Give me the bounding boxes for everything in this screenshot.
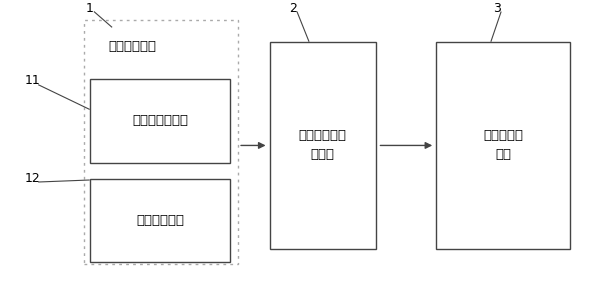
Text: 11: 11 — [25, 74, 41, 87]
Text: 交通信号控
制机: 交通信号控 制机 — [483, 129, 523, 162]
Text: 3: 3 — [493, 1, 501, 15]
Text: 车辆检测模块: 车辆检测模块 — [108, 39, 156, 53]
Text: 12: 12 — [25, 172, 41, 185]
Text: 设备检测传感器: 设备检测传感器 — [132, 114, 188, 128]
Bar — [270, 42, 376, 249]
Bar — [436, 42, 570, 249]
Text: 车辆检测器接
收模块: 车辆检测器接 收模块 — [299, 129, 347, 162]
Bar — [90, 79, 230, 163]
Text: 1: 1 — [86, 1, 93, 15]
Text: 检测主控单元: 检测主控单元 — [136, 214, 184, 227]
Text: 2: 2 — [289, 1, 296, 15]
Bar — [84, 20, 238, 264]
Bar — [90, 179, 230, 262]
